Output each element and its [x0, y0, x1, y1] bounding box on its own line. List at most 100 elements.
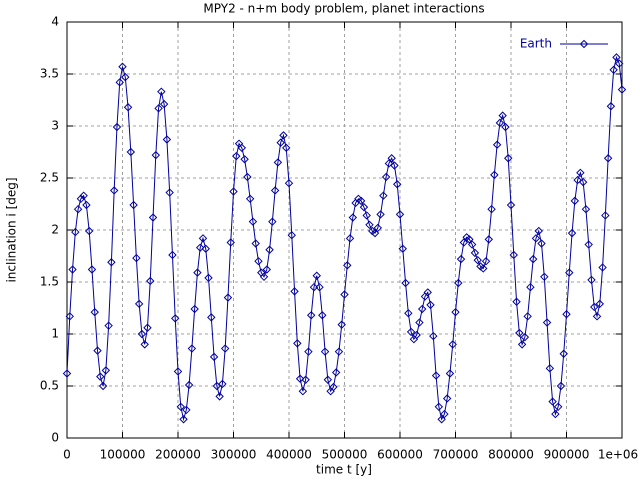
data-point: [345, 234, 355, 243]
x-tick-label: 1e+06: [598, 448, 638, 462]
data-point: [578, 177, 588, 187]
data-point: [129, 200, 138, 210]
data-point: [109, 186, 119, 195]
data-point: [287, 230, 296, 240]
data-point: [312, 271, 321, 280]
data-point: [329, 382, 338, 392]
data-point: [270, 186, 280, 195]
data-point: [268, 217, 277, 226]
series-line: [66, 55, 623, 422]
data-point: [204, 273, 213, 283]
data-point: [412, 330, 421, 340]
data-point: [151, 150, 161, 160]
data-point: [187, 344, 197, 353]
x-tick-label: 100000: [100, 448, 146, 462]
data-point: [98, 381, 108, 391]
legend-label: Earth: [520, 37, 552, 51]
data-point: [551, 409, 560, 419]
data-point: [76, 194, 86, 204]
data-point: [134, 299, 144, 309]
data-point: [315, 282, 324, 292]
data-point: [362, 211, 371, 220]
data-point: [298, 386, 308, 396]
data-point: [495, 118, 505, 128]
data-point: [590, 302, 599, 312]
data-point: [540, 272, 549, 282]
data-point: [143, 323, 152, 332]
data-point: [390, 161, 399, 170]
data-point: [387, 154, 396, 163]
data-point: [415, 318, 424, 327]
x-tick-label: 900000: [544, 448, 590, 462]
data-point: [479, 264, 488, 273]
data-point: [115, 78, 124, 87]
data-point: [520, 332, 530, 342]
x-tick-label: 200000: [155, 448, 201, 462]
y-tick-label: 1: [51, 327, 59, 341]
data-point: [517, 340, 527, 349]
x-tick-label: 700000: [433, 448, 479, 462]
data-point: [331, 368, 341, 377]
chart-title: MPY2 - n+m body problem, planet interact…: [203, 2, 484, 16]
data-point: [215, 392, 224, 401]
data-point: [82, 200, 91, 210]
data-point: [492, 140, 502, 149]
data-point: [504, 154, 513, 163]
data-point: [537, 239, 546, 248]
data-point: [132, 253, 141, 263]
data-point: [140, 340, 149, 349]
data-point: [467, 240, 477, 249]
data-point: [570, 196, 580, 206]
data-point: [603, 154, 613, 163]
x-axis-label: time t [y]: [316, 463, 372, 477]
data-point: [431, 371, 441, 380]
x-tick-label: 300000: [211, 448, 257, 462]
data-point: [356, 196, 366, 206]
data-point: [237, 143, 247, 153]
data-point: [556, 381, 566, 391]
y-tick-label: 0.5: [40, 379, 59, 393]
data-point: [423, 288, 432, 297]
data-point: [93, 346, 102, 355]
data-point: [393, 180, 402, 189]
data-point: [301, 375, 310, 384]
data-point: [562, 310, 571, 319]
data-point: [359, 202, 369, 212]
data-point: [62, 369, 72, 378]
data-point: [159, 99, 169, 109]
data-point: [148, 213, 158, 222]
data-point: [107, 258, 116, 267]
data-point: [273, 158, 283, 167]
data-point: [576, 168, 585, 178]
data-point: [595, 299, 605, 309]
data-point: [240, 155, 249, 164]
data-point: [218, 379, 227, 389]
data-point: [384, 159, 394, 168]
y-axis-label: inclination i [deg]: [5, 177, 19, 282]
data-point: [334, 347, 344, 356]
data-point: [373, 223, 383, 233]
data-point: [176, 402, 185, 412]
data-point: [487, 204, 496, 214]
data-point: [451, 307, 460, 317]
data-point: [223, 293, 233, 302]
data-point: [251, 239, 260, 248]
data-point: [65, 312, 74, 321]
data-point: [615, 59, 624, 68]
data-point: [126, 147, 136, 157]
data-point: [265, 245, 274, 254]
data-point: [404, 308, 413, 318]
data-point: [598, 263, 607, 272]
legend-marker: [579, 39, 589, 49]
data-point: [456, 254, 466, 264]
data-point: [276, 138, 285, 147]
data-point: [323, 375, 333, 384]
data-point: [157, 87, 166, 96]
data-point: [146, 276, 155, 286]
y-tick-label: 4: [51, 15, 59, 29]
data-point: [490, 170, 499, 180]
data-point: [137, 329, 147, 339]
data-point: [254, 256, 263, 266]
plot-border: [66, 21, 623, 439]
